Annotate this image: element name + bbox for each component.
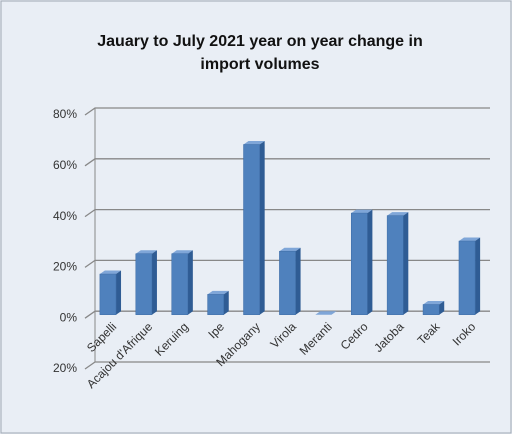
bar (135, 253, 153, 315)
bar-top (279, 247, 301, 252)
bar-side (403, 212, 409, 315)
grid-line (84, 158, 490, 167)
grid-line (84, 107, 490, 116)
bar-top (458, 237, 481, 242)
bar-side (116, 270, 122, 315)
x-tick-label: Meranti (297, 320, 335, 358)
bar-side (295, 247, 301, 315)
bar-top (135, 250, 157, 254)
x-tick-label: Teak (415, 319, 444, 348)
bar-top (423, 301, 445, 305)
bar-top (387, 212, 409, 216)
bar-side (439, 301, 445, 315)
bar (279, 250, 296, 315)
bar (171, 253, 189, 315)
bar (422, 304, 440, 315)
grid-line (84, 208, 490, 218)
y-tick-label: 60% (53, 158, 77, 172)
bar-top (207, 290, 229, 295)
bar-top (351, 209, 373, 214)
y-tick-label: 0% (60, 310, 78, 324)
bar-side (187, 250, 193, 315)
bar-top (243, 141, 265, 145)
x-tick-label: Jatoba (371, 319, 407, 355)
bar (243, 144, 260, 315)
x-tick-label: Keruing (152, 320, 191, 359)
bar-side (151, 250, 157, 315)
chart-title: Jauary to July 2021 year on year change … (97, 33, 423, 73)
bar-side (259, 141, 265, 315)
bar (99, 273, 117, 315)
y-tick-label: 20% (53, 361, 77, 375)
bar (207, 294, 225, 315)
bar-top (171, 250, 193, 254)
y-tick-label: 80% (53, 107, 77, 121)
y-tick-label: 40% (53, 209, 77, 223)
grid-line (84, 361, 490, 370)
x-tick-label: Cedro (338, 319, 371, 352)
bar-side (475, 237, 481, 315)
x-tick-label: Ipe (205, 319, 227, 341)
bar (386, 215, 404, 315)
bar-top (315, 311, 337, 315)
bar-top (99, 270, 122, 275)
bar (458, 240, 476, 315)
bar-side (223, 290, 229, 315)
y-tick-label: 20% (53, 260, 77, 274)
bar (350, 212, 368, 315)
x-tick-label: Iroko (450, 319, 479, 348)
bar-side (367, 209, 373, 315)
x-tick-label: Virola (267, 319, 299, 351)
